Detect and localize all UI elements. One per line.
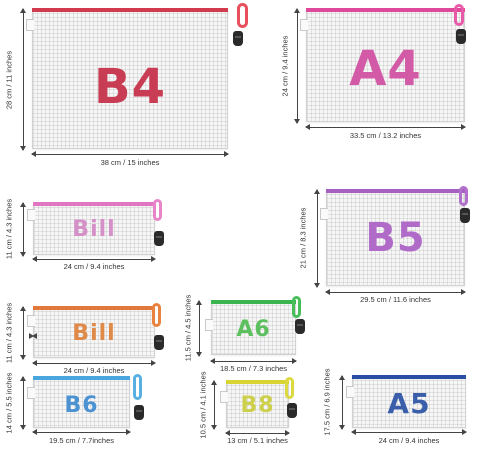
- height-label: 17.5 cm / 6.9 inches: [322, 368, 332, 436]
- fabric-tab: [27, 209, 35, 221]
- height-arrow: [339, 375, 345, 430]
- width-arrow: [305, 124, 466, 130]
- zipper: [226, 380, 289, 384]
- zipper-stopper: [154, 335, 164, 350]
- bag-label: Bill: [72, 321, 116, 346]
- width-arrow: [225, 430, 290, 436]
- height-label: 11 cm / 4.3 inches: [4, 302, 14, 364]
- zipper-stopper: [233, 31, 243, 46]
- bag-b4: B4: [26, 3, 248, 149]
- height-arrow: [20, 306, 26, 360]
- zipper: [352, 375, 466, 379]
- zipper-stopper: [460, 208, 470, 223]
- fabric-tab: [300, 19, 308, 31]
- width-label: 24 cm / 9.4 inches: [63, 366, 125, 375]
- bag-label: Bill: [72, 217, 116, 242]
- height-label: 21 cm / 8.3 inches: [298, 207, 308, 269]
- bag-label: A6: [236, 317, 271, 342]
- zipper: [211, 300, 296, 304]
- zipper-pull: [285, 377, 294, 399]
- fabric-tab: [220, 391, 228, 403]
- zipper: [33, 202, 155, 206]
- fabric-tab: [205, 319, 213, 331]
- width-label: 24 cm / 9.4 inches: [378, 436, 440, 445]
- width-label: 19.5 cm / 7.7inches: [48, 436, 115, 445]
- zipper: [33, 306, 155, 310]
- width-arrow: [31, 151, 229, 157]
- bag-b8: B8: [220, 377, 297, 428]
- height-arrow: [196, 300, 202, 357]
- zipper-pull: [459, 186, 468, 206]
- height-label: 11 cm / 4.3 inches: [4, 198, 14, 260]
- zipper-pull: [152, 303, 161, 327]
- height-label: 14 cm / 5.5 inches: [4, 372, 14, 434]
- zipper: [33, 376, 130, 380]
- zipper-stopper: [154, 231, 164, 246]
- zipper-stopper: [295, 319, 305, 334]
- height-arrow: [294, 8, 300, 124]
- width-label: 18.5 cm / 7.3 inches: [219, 364, 288, 373]
- zipper-pull: [153, 199, 162, 221]
- width-arrow: [32, 360, 156, 366]
- width-arrow: [325, 289, 466, 295]
- width-arrow: [32, 429, 131, 435]
- width-arrow: [32, 256, 156, 262]
- bag-label: B6: [64, 393, 99, 418]
- bag-label: B8: [240, 393, 275, 418]
- height-arrow: [211, 380, 217, 430]
- height-arrow: [20, 202, 26, 257]
- bag-a5: A5: [346, 375, 466, 428]
- width-label: 29.5 cm / 11.6 inches: [360, 295, 431, 304]
- bag-label: A4: [349, 41, 422, 97]
- bag-bill-pink: Bill: [27, 199, 164, 255]
- zipper: [326, 189, 465, 193]
- width-label: 24 cm / 9.4 inches: [63, 262, 125, 271]
- height-arrow: [314, 189, 320, 288]
- width-label: 38 cm / 15 inches: [100, 158, 160, 167]
- width-arrow: [351, 429, 467, 435]
- bag-label: A5: [387, 387, 431, 420]
- width-label: 13 cm / 5.1 inches: [227, 436, 288, 445]
- height-arrow: [20, 376, 26, 430]
- bag-label: B4: [94, 59, 166, 115]
- fabric-tab: [27, 387, 35, 399]
- width-label: 33.5 cm / 13.2 inches: [349, 131, 422, 140]
- fabric-tab: [26, 19, 34, 31]
- zipper-stopper: [456, 29, 466, 44]
- zipper-pull: [454, 4, 464, 26]
- zipper: [32, 8, 228, 12]
- bag-a4: A4: [300, 4, 466, 122]
- bag-b5: B5: [320, 186, 470, 286]
- width-arrow: [210, 358, 297, 364]
- zipper-pull: [292, 296, 301, 318]
- bag-label: B5: [365, 215, 426, 261]
- fabric-tab: [320, 208, 328, 220]
- height-label: 24 cm / 9.4 inches: [280, 35, 290, 97]
- height-arrow: [20, 8, 26, 151]
- bag-a6: A6: [205, 296, 305, 355]
- height-label: 10.5 cm / 4.1 inches: [198, 371, 208, 439]
- zipper-pull: [237, 3, 248, 28]
- bag-b6: B6: [27, 374, 144, 428]
- zipper-pull: [133, 374, 142, 400]
- bag-bill-orange: Bill: [27, 303, 164, 358]
- zipper-stopper: [134, 405, 144, 420]
- height-label: 11.5 cm / 4.5 inches: [183, 294, 193, 362]
- zipper: [306, 8, 465, 12]
- zipper-stopper: [287, 403, 297, 418]
- fabric-tab: [346, 386, 354, 398]
- height-label: 28 cm / 11 inches: [4, 50, 14, 110]
- fabric-tab: [27, 315, 35, 327]
